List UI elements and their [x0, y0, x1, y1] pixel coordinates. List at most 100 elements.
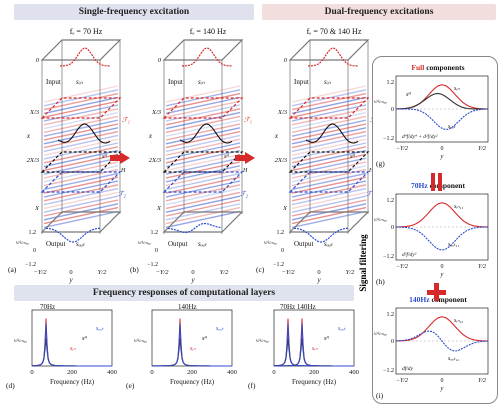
full-sout-curve [396, 108, 488, 130]
field-stripe [43, 123, 119, 141]
filter-xlabel: y [440, 385, 444, 392]
arrow-b-to-c-shaft [235, 155, 245, 161]
filter-formula: d⁴f/dy⁴ + d²f/dy² [402, 133, 438, 140]
filter-xtick: 0 [441, 146, 444, 152]
field-stripe [43, 85, 119, 103]
v-tick-label: −1.2 [273, 262, 284, 268]
z-tick-label: X/3 [277, 109, 288, 116]
filter-ytick: 1.2 [387, 80, 395, 86]
field-stripe [43, 206, 119, 225]
v-tick-label: 1.2 [151, 230, 159, 236]
output-signal-label: sₒᵤₜ [324, 240, 334, 248]
dual-frequency-header: Dual-frequency excitations [262, 4, 496, 20]
output-plane [162, 211, 244, 233]
equals-sign [431, 173, 435, 191]
z-tick-label: 2X/3 [275, 157, 288, 164]
freq-tick-label: 0 [272, 369, 275, 376]
output-label: Output [46, 240, 66, 248]
field-stripe [165, 165, 241, 183]
input-plane [40, 39, 122, 61]
field-stripe [43, 153, 119, 172]
field-stripe [291, 191, 367, 210]
single-frequency-header: Single-frequency excitation [14, 4, 254, 20]
spectrum-sout-label: sₒᵤₜ [338, 326, 346, 332]
field-stripe [43, 184, 119, 202]
y-axis-label: y [190, 276, 195, 284]
y-tick-label: 0 [191, 269, 194, 276]
freq-tick-label: 200 [67, 369, 77, 376]
panel-letter: (e) [126, 381, 135, 390]
output-signal-curve [167, 222, 223, 234]
filter-ytick: 0 [391, 225, 394, 231]
field-stripe [43, 172, 119, 191]
field-stripe [43, 195, 119, 213]
field-stripe [43, 210, 119, 229]
freq-tick-label: 0 [150, 369, 153, 376]
filter-ytick: −1.2 [383, 254, 394, 260]
field-stripe [43, 187, 119, 206]
field-stripe [43, 104, 119, 122]
output-plane [288, 211, 370, 233]
filter-xtick: Y/2 [478, 264, 486, 270]
layer-1-plane [40, 97, 122, 119]
field-stripe [291, 180, 367, 198]
field-stripe [43, 176, 119, 194]
field-stripe [291, 184, 367, 202]
field-stripe [165, 100, 241, 118]
field-stripe [165, 96, 241, 115]
filter-xtick: −Y/2 [396, 378, 408, 384]
sout-spectrum [32, 323, 112, 367]
field-stripe [43, 134, 119, 153]
freq-tick-label: 400 [349, 369, 359, 376]
field-stripe [291, 206, 367, 225]
filter-xlabel: y [440, 153, 444, 160]
panel-letter: (c) [256, 265, 265, 274]
v-tick-label: 1.2 [277, 230, 285, 236]
field-stripe [291, 127, 367, 145]
filter-formula: df/dy [402, 365, 414, 372]
output-label: Output [168, 240, 188, 248]
z-tick-label: 0 [36, 57, 40, 64]
spectrum-sout-label: sₒᵤₜ [216, 326, 224, 332]
v-axis-label: v/vₘₐₓ [138, 240, 151, 246]
field-stripe [291, 92, 367, 111]
field-stripe [291, 138, 367, 156]
filter-panel-1: Full components 1.2 0 −1.2 v/vₘₐₓ −Y/2 0 Y/2 y sᵢ… [374, 63, 489, 168]
field-stripe [43, 100, 119, 118]
y-tick-label: −Y/2 [155, 269, 169, 276]
spectrum-sin-label: sᵢₙ [190, 346, 196, 352]
field-stripe [291, 111, 367, 130]
filter-title: Full components [411, 63, 464, 72]
panel-letter: (h) [376, 277, 385, 286]
filter-xlabel: y [440, 271, 444, 278]
input-signal-label: sᵢₙ [324, 78, 331, 86]
sout1-curve [395, 226, 489, 251]
field-stripe [291, 172, 367, 191]
field-stripe [165, 111, 241, 130]
v-tick-label: 0 [281, 248, 284, 254]
panel-3d-2: fₑ = 140 Hz Input sᵢₙ sᴴ Output sₒᵤₜ ℱ₁ ℱ₂ H 0 X/3… [130, 27, 252, 284]
field-stripe [43, 161, 119, 179]
peak-label: 70Hz 140Hz [280, 303, 316, 311]
filter-sin-label: sᵢₙ [454, 86, 460, 92]
field-stripe [291, 96, 367, 115]
plus-sign-horizontal [427, 290, 446, 295]
y-tick-label: 0 [317, 269, 320, 276]
sh-spectrum [152, 338, 232, 367]
output-signal-label: sₒᵤₜ [198, 240, 208, 248]
layer-2-plane [162, 171, 244, 193]
field-stripe [291, 146, 367, 164]
input-plane [162, 39, 244, 61]
layer-2-label: ℱ₂ [240, 190, 249, 198]
input-plane [288, 39, 370, 61]
field-stripe [165, 153, 241, 172]
hidden-plane [288, 151, 370, 173]
freq-tick-label: 400 [107, 369, 117, 376]
filter-panel-3: 140Hz component 1.2 0 −1.2 v/vₘₐₓ −Y/2 0 Y/2 y sᵢ… [374, 295, 489, 400]
field-stripe [165, 149, 241, 168]
sin1-curve [395, 202, 489, 228]
input-signal-curve [59, 47, 111, 67]
panel-letter: (a) [8, 265, 17, 274]
field-stripe [291, 104, 367, 122]
